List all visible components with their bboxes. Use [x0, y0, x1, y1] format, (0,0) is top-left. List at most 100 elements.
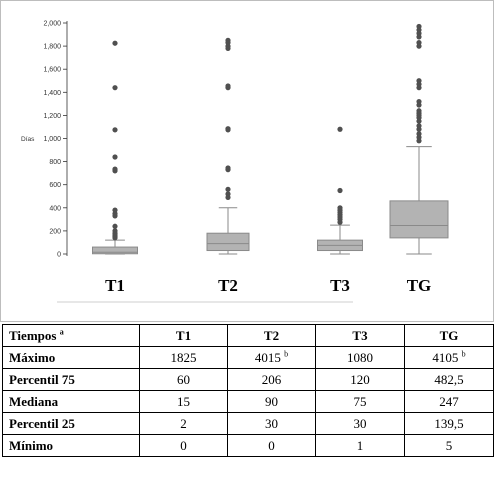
table-cell: 30: [315, 412, 405, 435]
outlier-point: [225, 126, 231, 132]
outlier-point: [225, 165, 231, 171]
row-label: Percentil 75: [2, 368, 140, 391]
outlier-point: [416, 40, 422, 46]
header-tg: TG: [404, 324, 494, 347]
cell-value: 482,5: [434, 371, 464, 387]
table-cell: 206: [227, 368, 316, 391]
outlier-point: [416, 108, 422, 114]
outlier-point: [225, 37, 231, 43]
outlier-point: [416, 98, 422, 105]
outlier-point: [416, 78, 422, 84]
box-iqr: [206, 232, 250, 252]
y-tick-label: 1,800: [43, 44, 61, 51]
outlier-point: [112, 207, 118, 213]
header-t1: T1: [139, 324, 228, 347]
table-cell: 247: [404, 390, 494, 413]
y-tick-label: 400: [49, 205, 61, 212]
category-label: TG: [407, 276, 432, 295]
cell-value: 1825: [170, 349, 197, 365]
outlier-point: [416, 23, 422, 30]
table-cell: 5: [404, 434, 494, 457]
row-label: Mínimo: [2, 434, 140, 457]
y-tick-label: 1,000: [43, 136, 61, 143]
table-cell: 1080: [315, 346, 405, 369]
cell-value: 0: [268, 437, 275, 453]
table-row: Percentil 25 2 30 30 139,5: [2, 412, 494, 435]
row-label: Máximo: [2, 346, 140, 369]
outlier-point: [112, 127, 118, 133]
table-cell: 4105 b: [404, 346, 494, 369]
header-tiempos-sup: a: [59, 327, 64, 337]
table-cell: 0: [227, 434, 316, 457]
cell-value: 1080: [347, 349, 373, 365]
statistics-table: Tiempos a T1 T2 T3 TG Máximo 1825 4015 b 10…: [2, 324, 494, 457]
cell-value: 139,5: [434, 415, 464, 431]
cell-value: 75: [353, 393, 367, 409]
cell-value: 1: [356, 437, 364, 453]
cell-value: 120: [350, 371, 370, 387]
table-cell: 75: [315, 390, 405, 413]
boxplot-chart: 0 200 400 600 800 1,000 1,200 1,400 1,600 1,800 2,…: [0, 0, 494, 322]
row-label: Mediana: [2, 390, 140, 413]
cell-value: 15: [177, 393, 190, 409]
box-iqr: [92, 246, 138, 255]
outlier-point: [112, 40, 118, 46]
table-cell: 30: [227, 412, 316, 435]
cell-value: 206: [261, 371, 282, 387]
cell-value: 60: [177, 371, 190, 387]
boxplot-svg: 0 200 400 600 800 1,000 1,200 1,400 1,600 1,800 2,…: [21, 21, 449, 303]
outlier-point: [225, 186, 231, 192]
outlier-point: [112, 223, 118, 229]
y-tick-label: 600: [49, 182, 61, 189]
header-tiempos-text: Tiempos: [9, 327, 57, 343]
table-cell: 139,5: [404, 412, 494, 435]
cell-value: 247: [439, 393, 459, 409]
table-cell: 120: [315, 368, 405, 391]
y-tick-label: 1,200: [43, 113, 61, 120]
header-tiempos: Tiempos a: [2, 324, 140, 347]
outlier-point: [225, 191, 231, 197]
cell-value: 30: [353, 415, 367, 431]
y-axis-label: Días: [21, 136, 35, 143]
outlier-point: [416, 123, 422, 129]
outlier-point: [112, 154, 118, 160]
table-cell: 1825: [139, 346, 228, 369]
cell-value: 4105: [432, 349, 459, 365]
header-t2: T2: [227, 324, 316, 347]
table-cell: 15: [139, 390, 228, 413]
cell-value: 30: [265, 415, 278, 431]
table-row: Percentil 75 60 206 120 482,5: [2, 368, 494, 391]
box-iqr: [389, 200, 449, 239]
y-tick-label: 200: [49, 228, 61, 235]
cell-value: 5: [445, 437, 453, 453]
table-cell: 60: [139, 368, 228, 391]
table-row: Máximo 1825 4015 b 1080 4105 b: [2, 346, 494, 369]
table-cell: 482,5: [404, 368, 494, 391]
table-cell: 2: [139, 412, 228, 435]
table-cell: 90: [227, 390, 316, 413]
row-label: Percentil 25: [2, 412, 140, 435]
table-row: Mediana 15 90 75 247: [2, 390, 494, 413]
category-label: T2: [218, 276, 238, 295]
outlier-point: [416, 131, 422, 137]
outlier-point: [337, 187, 343, 194]
cell-value: 4015: [254, 349, 281, 365]
outlier-point: [337, 126, 343, 132]
cell-value: 90: [265, 393, 278, 409]
y-tick-label: 1,400: [43, 90, 61, 97]
table-header-row: Tiempos a T1 T2 T3 TG: [2, 324, 494, 347]
header-t3: T3: [315, 324, 405, 347]
category-label: T3: [330, 276, 350, 295]
outlier-point: [337, 205, 343, 211]
cell-value: 0: [180, 437, 187, 453]
cell-footnote: b: [284, 349, 289, 359]
outlier-point: [225, 83, 231, 89]
table-cell: 0: [139, 434, 228, 457]
cell-value: 2: [180, 415, 187, 431]
outlier-point: [112, 228, 118, 234]
outlier-point: [112, 166, 118, 172]
cell-footnote: b: [461, 349, 466, 359]
y-tick-label: 2,000: [43, 21, 61, 28]
y-tick-label: 1,600: [43, 67, 61, 74]
category-label: T1: [105, 276, 125, 295]
